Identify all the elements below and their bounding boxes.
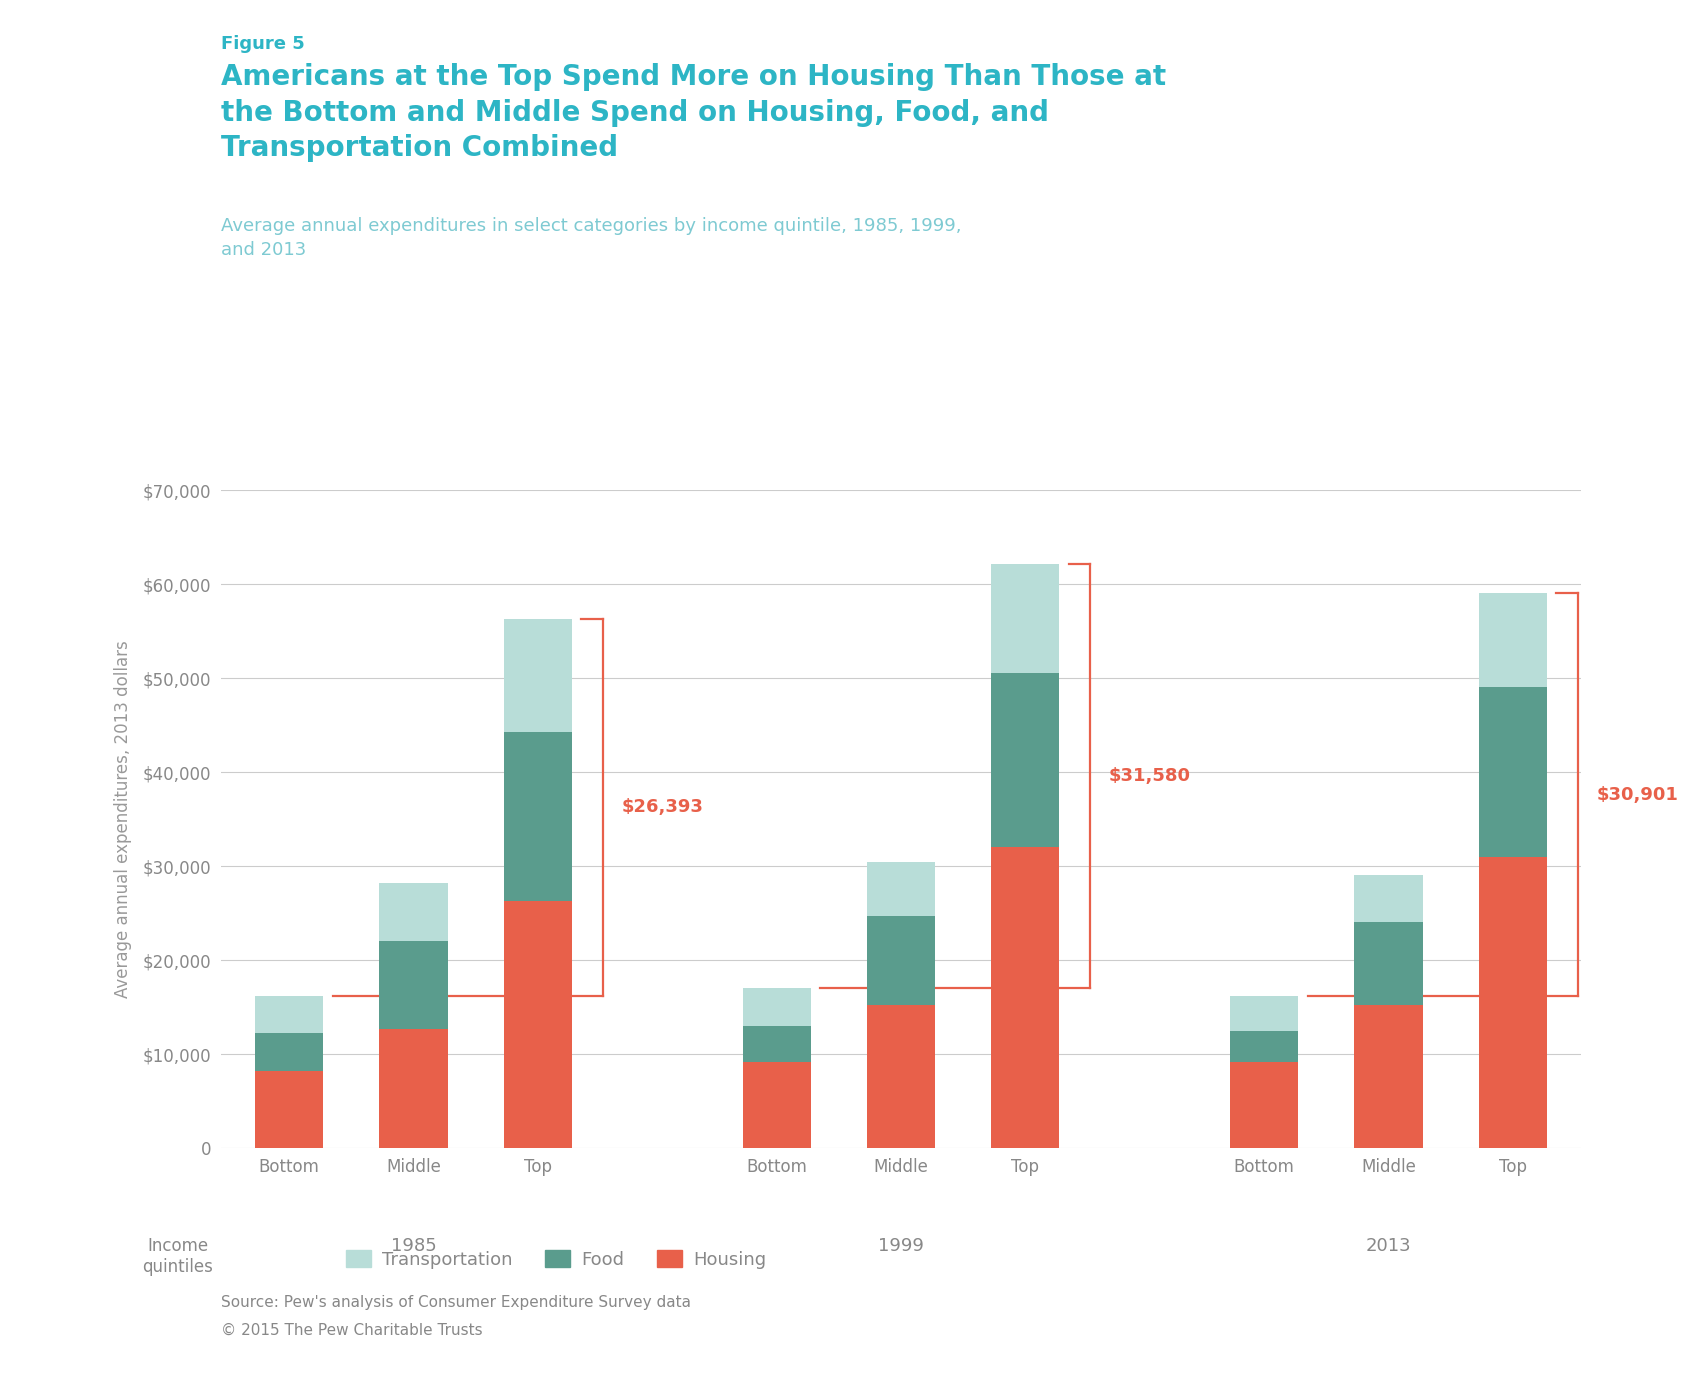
Text: Income
quintiles: Income quintiles [143, 1238, 212, 1277]
Text: Average annual expenditures in select categories by income quintile, 1985, 1999,: Average annual expenditures in select ca… [221, 217, 962, 259]
Bar [1479, 857, 1547, 1148]
Bar [867, 1005, 935, 1148]
Bar [1355, 923, 1423, 1005]
Bar [1355, 875, 1423, 923]
Text: 1999: 1999 [879, 1238, 923, 1256]
Bar [255, 1071, 323, 1148]
Bar [1231, 995, 1299, 1032]
Bar [1231, 1032, 1299, 1061]
Bar [503, 732, 571, 900]
Bar [867, 862, 935, 916]
Bar [991, 673, 1059, 847]
Bar [255, 995, 323, 1033]
Bar [743, 1061, 811, 1148]
Bar [867, 916, 935, 1005]
Text: $26,393: $26,393 [622, 798, 704, 816]
Bar [1231, 1061, 1299, 1148]
Bar [743, 1026, 811, 1061]
Bar [1355, 1005, 1423, 1148]
Bar [255, 1033, 323, 1071]
Text: Source: Pew's analysis of Consumer Expenditure Survey data: Source: Pew's analysis of Consumer Expen… [221, 1295, 690, 1310]
Bar [503, 900, 571, 1148]
Legend: Transportation, Food, Housing: Transportation, Food, Housing [338, 1243, 774, 1275]
Text: © 2015 The Pew Charitable Trusts: © 2015 The Pew Charitable Trusts [221, 1323, 483, 1338]
Bar [379, 941, 447, 1029]
Text: Figure 5: Figure 5 [221, 35, 304, 53]
Bar [991, 564, 1059, 673]
Y-axis label: Average annual expenditures, 2013 dollars: Average annual expenditures, 2013 dollar… [114, 640, 131, 998]
Text: Americans at the Top Spend More on Housing Than Those at
the Bottom and Middle S: Americans at the Top Spend More on Housi… [221, 63, 1166, 162]
Text: $31,580: $31,580 [1108, 767, 1192, 785]
Bar [379, 1029, 447, 1148]
Text: 1985: 1985 [391, 1238, 437, 1256]
Bar [379, 883, 447, 941]
Bar [991, 847, 1059, 1148]
Bar [1479, 594, 1547, 687]
Bar [503, 619, 571, 732]
Text: $30,901: $30,901 [1596, 785, 1678, 804]
Text: 2013: 2013 [1365, 1238, 1411, 1256]
Bar [1479, 687, 1547, 857]
Bar [743, 988, 811, 1026]
